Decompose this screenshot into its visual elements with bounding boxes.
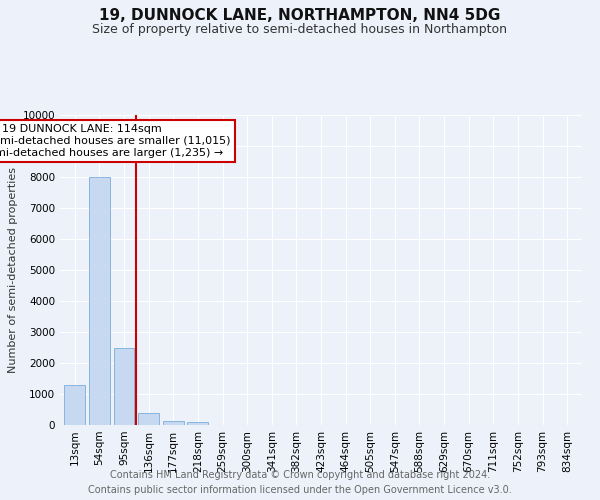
Bar (64, 384, 85, 425)
Y-axis label: Number of semi-detached properties: Number of semi-detached properties (8, 167, 19, 373)
Text: 19 DUNNOCK LANE: 114sqm
← 90% of semi-detached houses are smaller (11,015)
10% o: 19 DUNNOCK LANE: 114sqm ← 90% of semi-de… (0, 124, 231, 158)
Text: Size of property relative to semi-detached houses in Northampton: Size of property relative to semi-detach… (92, 22, 508, 36)
Text: 19, DUNNOCK LANE, NORTHAMPTON, NN4 5DG: 19, DUNNOCK LANE, NORTHAMPTON, NN4 5DG (100, 8, 500, 22)
Text: Contains HM Land Registry data © Crown copyright and database right 2024.
Contai: Contains HM Land Registry data © Crown c… (88, 470, 512, 495)
Bar (138, 412, 159, 425)
Bar (163, 421, 184, 425)
Bar (113, 348, 134, 425)
Bar (187, 422, 208, 425)
Bar (89, 177, 110, 425)
